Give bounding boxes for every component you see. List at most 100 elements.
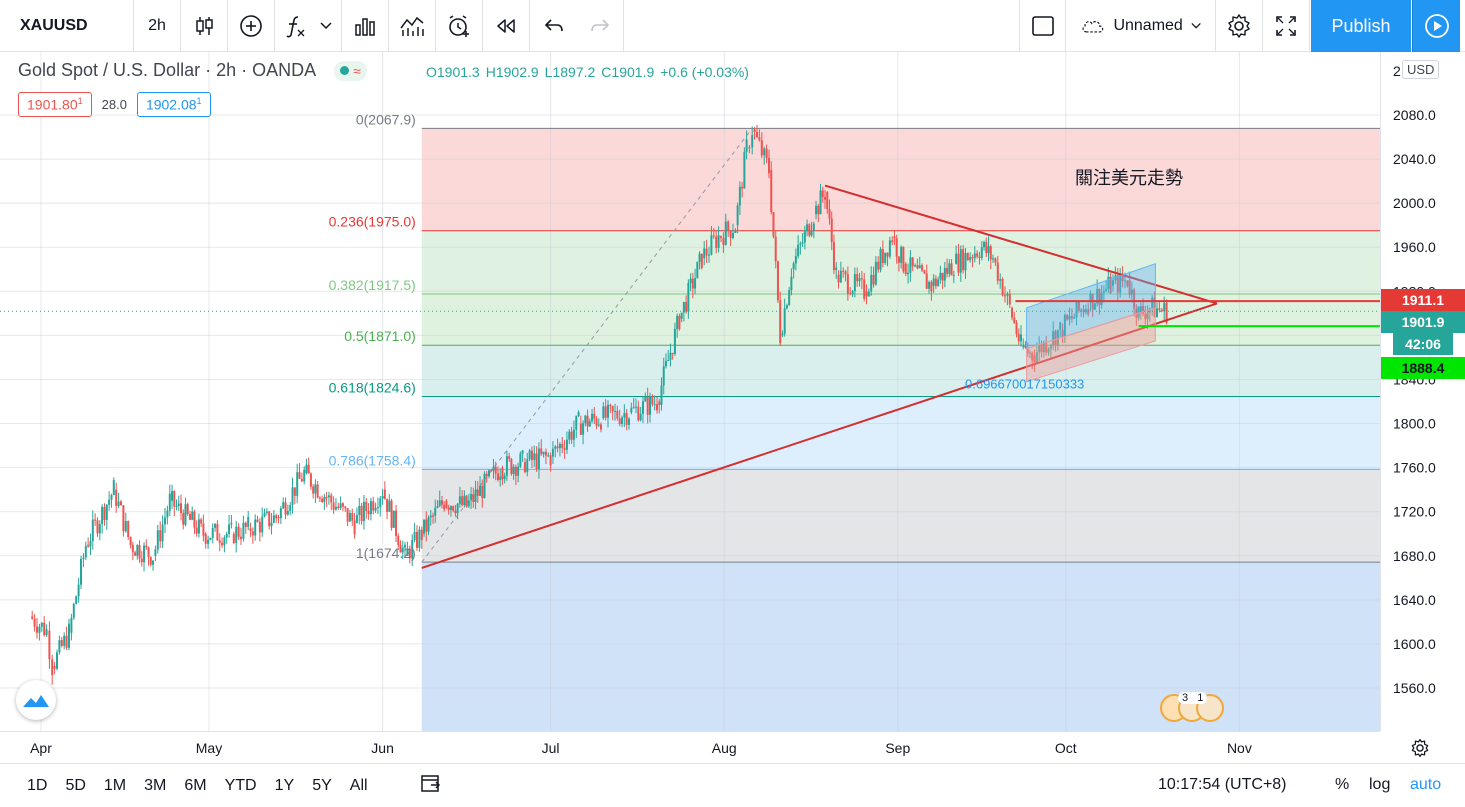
candle-body [386,498,389,512]
candle-body [1061,329,1064,337]
log-scale-toggle[interactable]: log [1369,776,1391,793]
candle-style-button[interactable] [181,0,228,52]
tradingview-logo[interactable] [16,680,56,720]
redo-button[interactable] [577,0,624,52]
redo-icon [591,18,610,31]
candle-body [496,473,499,480]
candle-body [969,257,972,261]
compare-button[interactable] [228,0,275,52]
candlestick-icon [196,16,213,35]
candle-body [999,278,1002,281]
axis-settings-button[interactable] [1407,735,1433,761]
open-value: O1901.3 [426,64,480,80]
alert-button[interactable] [436,0,483,52]
add-circle-icon [240,14,262,37]
candle-body [467,500,470,507]
candle-body [597,424,600,426]
range-1d[interactable]: 1D [27,776,48,794]
candle-body [436,506,439,508]
sell-price-box[interactable]: 1901.801 [18,92,92,117]
candle-body [284,502,287,515]
candle-body [790,276,793,291]
range-5y[interactable]: 5Y [312,776,332,794]
candle-body [282,502,285,509]
spread-value: 28.0 [101,96,127,112]
candle-body [817,205,820,215]
candle-body [256,519,259,522]
range-3m[interactable]: 3M [144,776,167,794]
settings-button[interactable] [1216,0,1263,52]
publish-button[interactable]: Publish [1311,0,1411,52]
time-axis[interactable]: Apr May Jun Jul Aug Sep Oct Nov [0,731,1380,762]
candle-body [330,495,333,503]
legend-title[interactable]: Gold Spot / U.S. Dollar · 2h · OANDA [18,60,317,80]
fib-zone [421,345,1380,397]
candle-body [145,545,148,548]
range-all[interactable]: All [349,776,368,794]
timezone-clock[interactable]: 10:17:54 (UTC+8) [1158,776,1287,793]
gear-icon [1411,738,1429,758]
indicators-button[interactable] [275,0,342,52]
candle-body [265,511,268,513]
date-range-button[interactable] [419,772,443,799]
candle-body [738,186,741,206]
candle-body [911,257,914,267]
auto-scale-toggle[interactable]: auto [1410,776,1442,793]
candle-body [372,501,375,511]
fullscreen-select-button[interactable] [1019,0,1066,52]
templates-button[interactable] [389,0,436,52]
candle-body [351,513,354,521]
candle-body [980,247,983,258]
candle-body [734,230,737,233]
price-tick-label: 1640.0 [1393,592,1436,608]
channel-ratio-label: 0.696670017150333 [965,376,1084,391]
publish-video-button[interactable] [1412,0,1460,52]
market-status-pill[interactable]: ≈ [334,60,367,81]
candle-body [390,500,393,528]
candle-body [678,315,681,330]
candle-body [779,300,782,344]
candle-body [893,236,896,239]
candle-body [1026,347,1029,354]
triangle-upper-trendline [824,184,1218,305]
candle-body [156,530,159,550]
range-1y[interactable]: 1Y [274,776,295,794]
undo-button[interactable] [530,0,577,52]
change-value: +0.6 (+0.03%) [660,64,749,80]
fullscreen-button[interactable] [1263,0,1310,52]
fib-zone-extension [421,562,1380,731]
range-5d[interactable]: 5D [65,776,86,794]
candle-body [698,253,701,262]
symbol-search-button[interactable]: XAUUSD [0,0,134,52]
range-ytd[interactable]: YTD [224,776,257,794]
candle-body [794,256,797,264]
candle-body [1059,322,1062,330]
candle-body [492,466,495,471]
candle-body [561,443,564,448]
fib-level-label: 0.236(1975.0) [329,214,416,230]
candle-body [1093,303,1096,310]
candle-body [586,415,589,427]
buy-price-box[interactable]: 1902.081 [136,92,211,117]
range-1m[interactable]: 1M [103,776,127,794]
range-6m[interactable]: 6M [184,776,207,794]
candle-body [440,500,443,505]
candle-body [72,604,75,618]
candle-body [325,497,328,499]
candle-body [367,511,370,515]
candle-body [918,265,921,269]
candle-body [488,470,490,477]
currency-label[interactable]: USD [1402,60,1440,79]
financials-button[interactable] [342,0,389,52]
bar-chart-icon [355,17,375,36]
percent-scale-toggle[interactable]: % [1335,776,1350,793]
candle-body [696,261,699,279]
candle-body [803,231,806,243]
layout-name-button[interactable]: Unnamed [1066,0,1216,52]
timeframe-button[interactable]: 2h [134,0,181,52]
price-axis[interactable]: 2080.02040.02000.01960.01920.01880.01840… [1380,52,1465,731]
price-chart[interactable]: 0.696670017150333 關注美元走勢 0(2067.9) 0.236(1… [0,52,1380,731]
replay-button[interactable] [483,0,530,52]
candle-body [1056,329,1059,346]
economic-events-marker[interactable] [1160,694,1224,722]
